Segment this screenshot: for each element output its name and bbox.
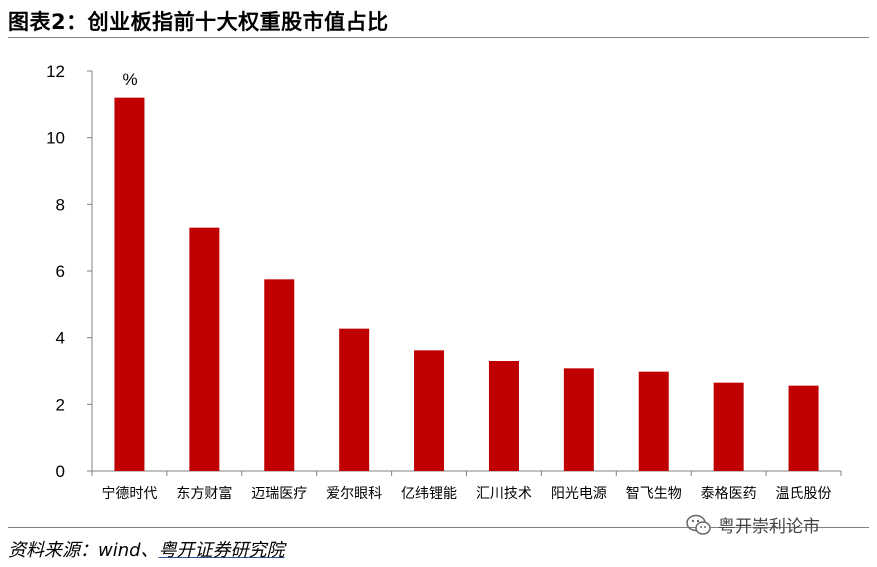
x-tick-label: 宁德时代 bbox=[101, 485, 157, 502]
watermark: 粤开崇利论市 bbox=[686, 512, 820, 537]
bar bbox=[264, 279, 295, 471]
unit-label: % bbox=[122, 70, 137, 89]
y-tick-label: 12 bbox=[46, 62, 65, 81]
x-tick-label: 泰格医药 bbox=[701, 486, 757, 502]
y-tick-label: 2 bbox=[56, 395, 65, 414]
source-note: 资料来源：wind、粤开证券研究院 bbox=[8, 536, 285, 562]
bar bbox=[189, 227, 220, 471]
bar bbox=[488, 361, 519, 471]
x-tick-label: 东方财富 bbox=[176, 485, 232, 502]
wechat-icon bbox=[686, 514, 711, 535]
bar bbox=[563, 368, 594, 471]
x-tick-label: 爱尔眼科 bbox=[326, 486, 382, 502]
chart-title: 图表2：创业板指前十大权重股市值占比 bbox=[8, 10, 389, 34]
source-prefix: 资料来源：wind、 bbox=[8, 540, 159, 561]
bar bbox=[339, 328, 370, 471]
y-tick-label: 6 bbox=[56, 262, 65, 281]
footer-divider bbox=[8, 527, 869, 528]
x-axis bbox=[91, 470, 842, 476]
x-tick-label: 汇川技术 bbox=[476, 486, 532, 502]
category-labels: 宁德时代 东方财富 迈瑞医疗 爱尔眼科 亿纬锂能 汇川技术 阳光电源 智飞生物 泰格医药 温氏股份 bbox=[101, 485, 831, 502]
x-tick-label: 亿纬锂能 bbox=[401, 486, 457, 502]
bar bbox=[788, 385, 819, 471]
bar bbox=[414, 350, 445, 471]
bar bbox=[713, 382, 744, 471]
x-tick-label: 迈瑞医疗 bbox=[251, 486, 307, 502]
x-tick-label: 阳光电源 bbox=[551, 486, 607, 502]
title-divider bbox=[8, 37, 869, 38]
bar-series bbox=[114, 97, 819, 472]
bar bbox=[638, 371, 669, 471]
y-axis: 0 2 4 6 8 10 12 bbox=[46, 62, 93, 481]
y-tick-label: 4 bbox=[56, 329, 65, 348]
bar bbox=[114, 97, 145, 472]
bar-chart: 0 2 4 6 8 10 12 宁德时代 东方财富 迈瑞医疗 爱尔眼科 亿纬锂能 汇川技术 阳光电源 智飞… bbox=[46, 62, 842, 502]
y-tick-label: 8 bbox=[56, 195, 65, 214]
x-tick-label: 温氏股份 bbox=[776, 486, 832, 502]
y-tick-label: 10 bbox=[46, 129, 65, 148]
watermark-text: 粤开崇利论市 bbox=[718, 517, 820, 537]
x-tick-label: 智飞生物 bbox=[626, 486, 682, 502]
y-tick-label: 0 bbox=[56, 462, 65, 481]
source-org: 粤开证券研究院 bbox=[158, 540, 285, 561]
